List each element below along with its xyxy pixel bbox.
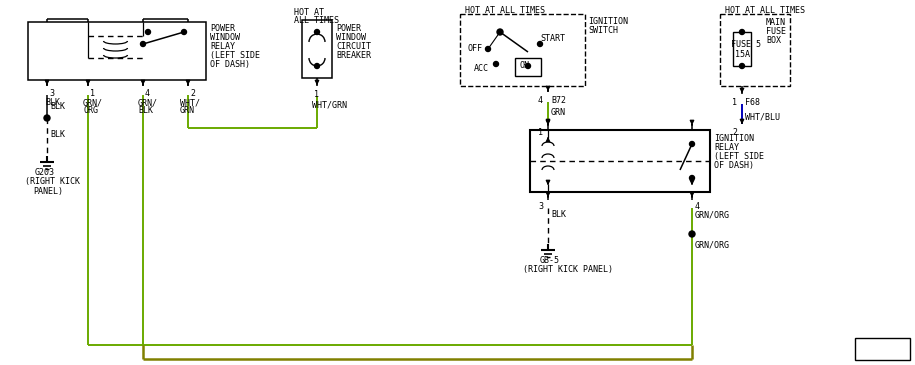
Text: POWER: POWER (210, 24, 235, 33)
Bar (302, 20, 332, 78)
Text: FUSE: FUSE (766, 27, 786, 36)
Text: HOT AT ALL TIMES: HOT AT ALL TIMES (465, 6, 545, 15)
Text: RELAY: RELAY (210, 42, 235, 51)
Text: 2: 2 (190, 89, 195, 98)
Text: HOT AT ALL TIMES: HOT AT ALL TIMES (725, 6, 805, 15)
Bar (720, 14, 790, 86)
Text: G203: G203 (35, 168, 55, 177)
Text: 3: 3 (49, 89, 54, 98)
Text: CIRCUIT: CIRCUIT (336, 42, 371, 51)
Text: GB-5: GB-5 (540, 256, 560, 265)
Circle shape (145, 30, 150, 35)
Text: 4: 4 (538, 96, 543, 105)
Text: F68: F68 (745, 98, 760, 107)
Text: WHT/BLU: WHT/BLU (745, 112, 780, 121)
Text: WHT/: WHT/ (180, 98, 200, 107)
Text: HOT AT: HOT AT (294, 8, 324, 17)
Text: 1: 1 (314, 90, 319, 99)
Text: START: START (540, 34, 565, 43)
Text: PANEL): PANEL) (33, 187, 63, 196)
Bar (530, 130, 710, 192)
Text: GRN: GRN (551, 108, 566, 117)
Bar (733, 32, 751, 66)
Text: BLK: BLK (45, 98, 60, 107)
Text: (LEFT SIDE: (LEFT SIDE (714, 152, 764, 161)
Circle shape (690, 142, 694, 146)
Text: BLK: BLK (50, 130, 65, 139)
Text: 1: 1 (90, 89, 95, 98)
Text: GRN/ORG: GRN/ORG (695, 210, 730, 219)
Text: OFF: OFF (468, 44, 483, 53)
Text: IGNITION: IGNITION (714, 134, 754, 143)
Bar (515, 58, 541, 76)
Text: BLK: BLK (50, 102, 65, 111)
Text: GRN: GRN (180, 106, 195, 115)
Text: BREAKER: BREAKER (336, 51, 371, 60)
Circle shape (486, 46, 490, 51)
Text: ON: ON (519, 61, 529, 70)
Text: OF DASH): OF DASH) (210, 60, 250, 69)
Text: B72: B72 (551, 96, 566, 105)
Text: GRN/ORG: GRN/ORG (695, 240, 730, 249)
Text: IGNITION: IGNITION (588, 17, 628, 26)
Text: 2: 2 (732, 128, 737, 137)
Text: RELAY: RELAY (714, 143, 739, 152)
Circle shape (525, 64, 531, 69)
Circle shape (739, 64, 745, 69)
Text: 15A: 15A (735, 50, 750, 59)
Circle shape (497, 29, 503, 35)
Text: BLK: BLK (138, 106, 153, 115)
Text: 1: 1 (538, 128, 543, 137)
Circle shape (44, 115, 50, 121)
Text: FUSE 5: FUSE 5 (731, 40, 761, 49)
Circle shape (315, 64, 319, 69)
Circle shape (689, 231, 695, 237)
Text: GRN/: GRN/ (138, 98, 158, 107)
Text: OF DASH): OF DASH) (714, 161, 754, 170)
Circle shape (141, 42, 145, 46)
Circle shape (739, 30, 745, 35)
Text: POWER: POWER (336, 24, 361, 33)
Text: ORG: ORG (83, 106, 98, 115)
Text: GRN/: GRN/ (83, 98, 103, 107)
Circle shape (537, 42, 543, 46)
Text: (RIGHT KICK: (RIGHT KICK (25, 177, 80, 186)
Text: BOX: BOX (766, 36, 781, 45)
Text: MAIN: MAIN (766, 18, 786, 27)
Circle shape (181, 30, 187, 35)
Text: ALL TIMES: ALL TIMES (294, 16, 339, 25)
Bar (28, 22, 206, 80)
Text: 3: 3 (538, 202, 543, 211)
Text: 4: 4 (145, 89, 150, 98)
Text: 1: 1 (732, 98, 737, 107)
Text: (RIGHT KICK PANEL): (RIGHT KICK PANEL) (523, 265, 613, 274)
Text: SWITCH: SWITCH (588, 26, 618, 35)
Bar (460, 14, 585, 86)
Bar (855, 338, 910, 360)
Text: (LEFT SIDE: (LEFT SIDE (210, 51, 260, 60)
Text: BLK: BLK (551, 210, 566, 219)
Circle shape (493, 61, 499, 66)
Text: WHT/GRN: WHT/GRN (312, 100, 347, 109)
Text: ACC: ACC (474, 64, 489, 73)
Text: 4: 4 (695, 202, 700, 211)
Text: WINDOW: WINDOW (336, 33, 366, 42)
Circle shape (315, 30, 319, 35)
Circle shape (690, 176, 694, 181)
Text: WINDOW: WINDOW (210, 33, 240, 42)
